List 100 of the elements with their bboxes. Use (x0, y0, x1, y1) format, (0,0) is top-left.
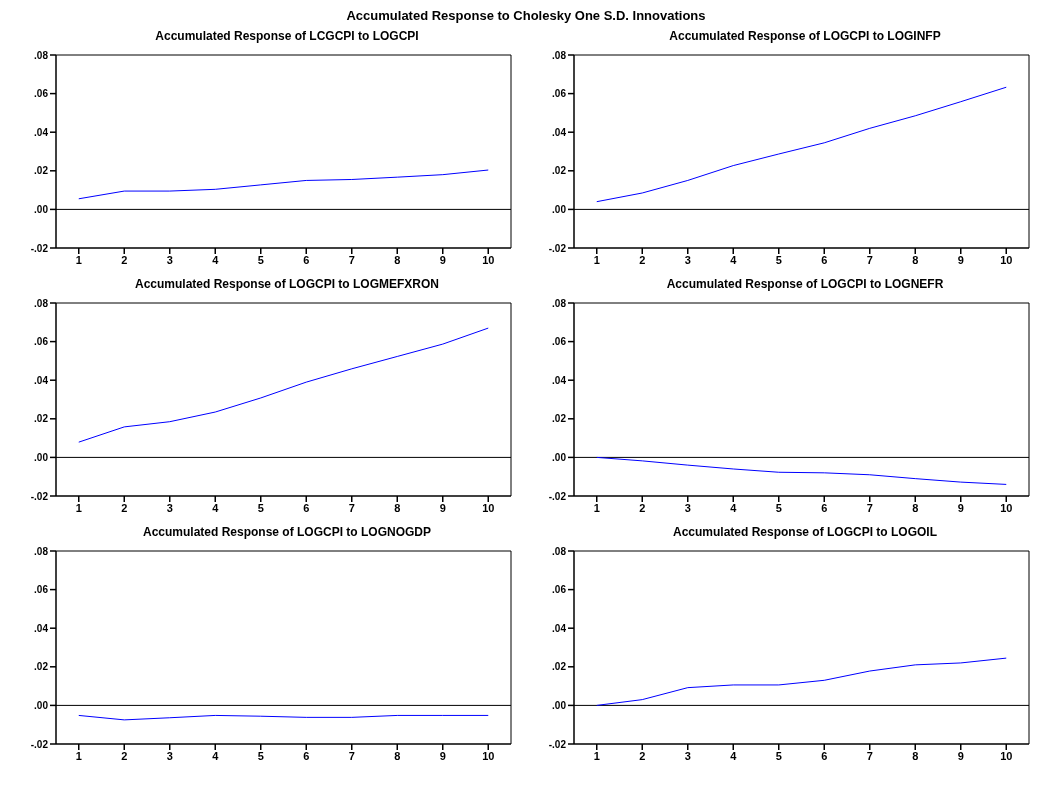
x-tick-label: 9 (957, 253, 964, 266)
x-tick-label: 5 (775, 501, 782, 514)
y-tick-label: .02 (34, 661, 49, 673)
x-tick-label: 1 (593, 749, 600, 762)
y-tick-label: .00 (552, 451, 567, 463)
x-tick-label: 2 (121, 253, 128, 266)
x-tick-label: 6 (303, 749, 310, 762)
x-tick-label: 10 (1000, 501, 1013, 514)
chart-title: Accumulated Response of LOGCPI to LOGNOGDP (142, 524, 432, 541)
y-tick-label: .04 (552, 126, 567, 138)
x-tick-label: 10 (1000, 253, 1013, 266)
chart-title: Accumulated Response of LOGCPI to LOGOIL (672, 524, 938, 541)
y-tick-label: -.02 (30, 242, 49, 254)
x-tick-label: 4 (212, 749, 220, 762)
y-tick-label: -.02 (30, 738, 49, 750)
y-tick-label: .00 (34, 203, 49, 215)
x-tick-label: 4 (730, 501, 738, 514)
y-tick-label: .02 (34, 413, 49, 425)
x-tick-label: 9 (957, 749, 964, 762)
y-tick-label: .08 (552, 49, 567, 61)
x-tick-label: 5 (257, 501, 264, 514)
x-tick-label: 7 (348, 501, 355, 514)
y-tick-label: .08 (34, 49, 49, 61)
x-tick-label: 2 (639, 501, 646, 514)
y-tick-label: -.02 (548, 738, 567, 750)
y-tick-label: .04 (34, 374, 49, 386)
y-tick-label: .08 (34, 297, 49, 309)
x-tick-label: 5 (775, 749, 782, 762)
x-tick-label: 10 (1000, 749, 1013, 762)
y-tick-label: .06 (34, 584, 49, 596)
y-tick-label: .06 (552, 584, 567, 596)
x-tick-label: 8 (394, 749, 401, 762)
x-tick-label: 6 (303, 501, 310, 514)
x-tick-label: 10 (482, 749, 495, 762)
x-tick-label: 9 (439, 501, 446, 514)
x-tick-label: 4 (212, 501, 220, 514)
y-tick-label: .04 (552, 622, 567, 634)
x-tick-label: 7 (348, 749, 355, 762)
y-tick-label: .08 (552, 297, 567, 309)
x-tick-label: 2 (121, 501, 128, 514)
y-tick-label: -.02 (548, 242, 567, 254)
y-tick-label: .02 (552, 413, 567, 425)
x-tick-label: 5 (257, 749, 264, 762)
chart-title: Accumulated Response of LOGCPI to LOGINFP (668, 28, 942, 45)
x-tick-label: 7 (866, 749, 873, 762)
x-tick-label: 3 (684, 749, 691, 762)
x-tick-label: 2 (121, 749, 128, 762)
chart-title: Accumulated Response of LCGCPI to LOGCPI (154, 28, 420, 45)
text: Accumulated Response to Cholesky One S.D. Innovations (345, 8, 707, 25)
y-tick-label: .04 (552, 374, 567, 386)
y-tick-label: .06 (34, 336, 49, 348)
y-tick-label: .06 (34, 88, 49, 100)
y-tick-label: .02 (552, 661, 567, 673)
y-tick-label: .04 (34, 622, 49, 634)
x-tick-label: 4 (212, 253, 220, 266)
x-tick-label: 4 (730, 749, 738, 762)
y-tick-label: .06 (552, 336, 567, 348)
x-tick-label: 8 (394, 501, 401, 514)
line-series (596, 456, 1007, 485)
x-tick-label: 3 (166, 501, 173, 514)
x-tick-label: 3 (684, 501, 691, 514)
y-tick-label: .00 (34, 451, 49, 463)
x-tick-label: 10 (482, 253, 495, 266)
x-tick-label: 8 (394, 253, 401, 266)
y-tick-label: -.02 (30, 490, 49, 502)
y-tick-label: .08 (552, 545, 567, 557)
x-tick-label: 1 (593, 501, 600, 514)
x-tick-label: 10 (482, 501, 495, 514)
x-tick-label: 1 (593, 253, 600, 266)
x-tick-label: 3 (166, 749, 173, 762)
x-tick-label: 5 (257, 253, 264, 266)
x-tick-label: 2 (639, 749, 646, 762)
x-tick-label: 1 (75, 501, 82, 514)
y-tick-label: .04 (34, 126, 49, 138)
y-tick-label: .02 (552, 165, 567, 177)
x-tick-label: 9 (439, 253, 446, 266)
x-tick-label: 1 (75, 749, 82, 762)
x-tick-label: 7 (866, 501, 873, 514)
y-tick-label: .00 (552, 699, 567, 711)
x-tick-label: 7 (348, 253, 355, 266)
x-tick-label: 3 (166, 253, 173, 266)
x-tick-label: 9 (439, 749, 446, 762)
y-tick-label: .02 (34, 165, 49, 177)
x-tick-label: 7 (866, 253, 873, 266)
x-tick-label: 4 (730, 253, 738, 266)
line-series (78, 327, 489, 443)
x-tick-label: 8 (912, 749, 919, 762)
x-tick-label: 3 (684, 253, 691, 266)
x-tick-label: 2 (639, 253, 646, 266)
x-tick-label: 8 (912, 253, 919, 266)
x-tick-label: 1 (75, 253, 82, 266)
y-tick-label: .08 (34, 545, 49, 557)
x-tick-label: 8 (912, 501, 919, 514)
x-tick-label: 6 (303, 253, 310, 266)
line-series (78, 169, 489, 200)
x-tick-label: 6 (821, 501, 828, 514)
chart-title: Accumulated Response of LOGCPI to LOGNEFR (665, 276, 945, 293)
y-tick-label: .00 (34, 699, 49, 711)
chart-title: Accumulated Response of LOGCPI to LOGMEFXRON (134, 276, 440, 293)
y-tick-label: .00 (552, 203, 567, 215)
